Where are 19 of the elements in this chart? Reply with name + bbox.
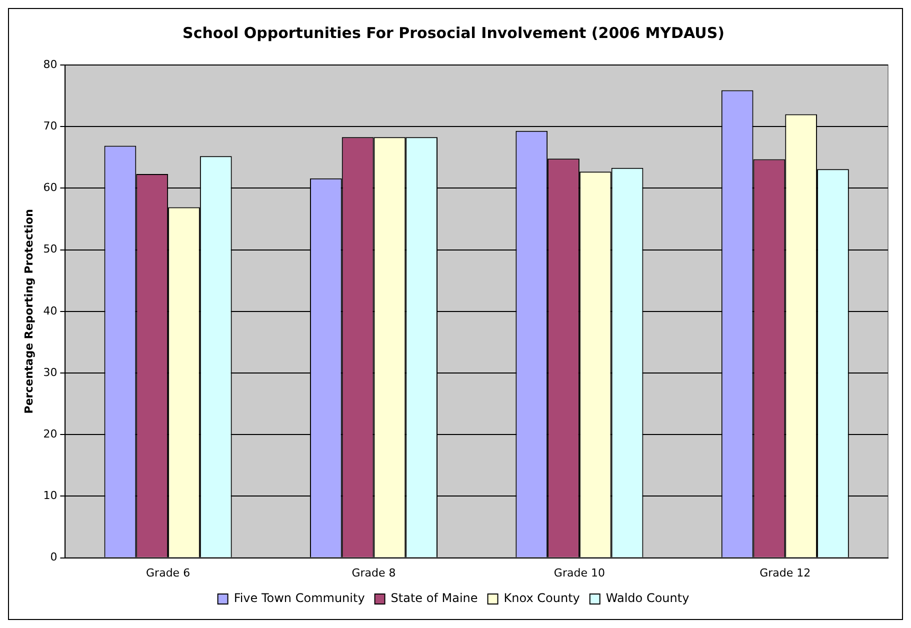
y-tick-label: 70: [43, 119, 58, 132]
x-tick-label: Grade 8: [352, 566, 396, 580]
x-tick-label: Grade 6: [146, 566, 190, 580]
y-tick-label: 40: [43, 304, 58, 318]
y-tick-label: 80: [43, 58, 58, 71]
x-tick-label: Grade 12: [760, 566, 811, 580]
chart-title: School Opportunities For Prosocial Involvement (2006 MYDAUS): [182, 24, 724, 42]
y-tick-label: 60: [43, 181, 58, 194]
legend-label: Knox County: [504, 591, 580, 606]
y-tick-label: 50: [43, 242, 58, 256]
y-tick-label: 10: [43, 489, 58, 502]
y-tick-label: 20: [43, 427, 58, 440]
legend-label: Five Town Community: [234, 591, 365, 606]
x-tick-label: Grade 10: [554, 566, 605, 580]
y-tick-label: 0: [50, 550, 58, 564]
y-tick-label: 30: [43, 366, 58, 379]
y-axis-title: Percentage Reporting Protection: [22, 209, 36, 414]
legend-label: State of Maine: [390, 591, 478, 606]
legend-label: Waldo County: [606, 591, 690, 606]
